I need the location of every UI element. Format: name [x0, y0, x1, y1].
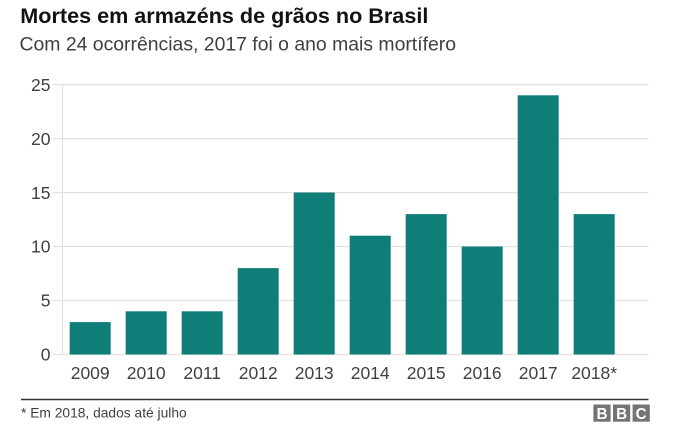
svg-text:2009: 2009	[71, 363, 110, 383]
svg-text:2014: 2014	[351, 363, 390, 383]
svg-text:2016: 2016	[463, 363, 502, 383]
svg-text:5: 5	[41, 291, 51, 311]
svg-text:15: 15	[31, 183, 50, 203]
svg-text:* Em 2018, dados até julho: * Em 2018, dados até julho	[21, 406, 187, 421]
svg-text:20: 20	[31, 129, 51, 149]
svg-text:2018*: 2018*	[571, 363, 617, 383]
svg-text:2012: 2012	[239, 363, 278, 383]
svg-text:2011: 2011	[183, 363, 221, 383]
svg-text:0: 0	[41, 345, 51, 365]
svg-text:2013: 2013	[295, 363, 334, 383]
svg-text:2017: 2017	[519, 363, 558, 383]
svg-text:C: C	[636, 406, 647, 423]
svg-text:2015: 2015	[407, 363, 446, 383]
svg-text:B: B	[596, 406, 607, 423]
svg-text:10: 10	[31, 237, 51, 257]
svg-text:Com 24 ocorrências, 2017 foi o: Com 24 ocorrências, 2017 foi o ano mais …	[20, 34, 457, 56]
svg-text:25: 25	[31, 75, 50, 95]
svg-text:B: B	[616, 406, 627, 423]
svg-text:Mortes em armazéns de grãos no: Mortes em armazéns de grãos no Brasil	[20, 3, 428, 28]
svg-text:2010: 2010	[127, 363, 166, 383]
